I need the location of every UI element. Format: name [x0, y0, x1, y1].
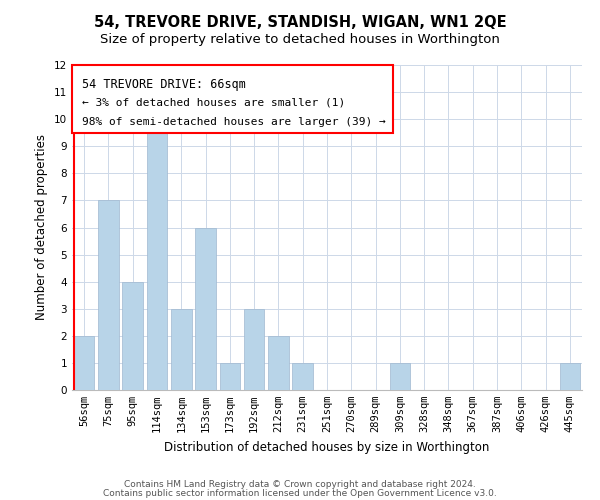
Y-axis label: Number of detached properties: Number of detached properties	[35, 134, 49, 320]
Text: Size of property relative to detached houses in Worthington: Size of property relative to detached ho…	[100, 32, 500, 46]
Bar	[171, 308, 191, 390]
FancyBboxPatch shape	[72, 65, 394, 133]
Bar	[146, 119, 167, 390]
Bar	[268, 336, 289, 390]
Bar	[122, 282, 143, 390]
X-axis label: Distribution of detached houses by size in Worthington: Distribution of detached houses by size …	[164, 440, 490, 454]
Text: Contains public sector information licensed under the Open Government Licence v3: Contains public sector information licen…	[103, 489, 497, 498]
Bar	[74, 336, 94, 390]
Text: Contains HM Land Registry data © Crown copyright and database right 2024.: Contains HM Land Registry data © Crown c…	[124, 480, 476, 489]
Text: 98% of semi-detached houses are larger (39) →: 98% of semi-detached houses are larger (…	[82, 117, 386, 127]
Bar	[560, 363, 580, 390]
Text: 54, TREVORE DRIVE, STANDISH, WIGAN, WN1 2QE: 54, TREVORE DRIVE, STANDISH, WIGAN, WN1 …	[94, 15, 506, 30]
Bar	[389, 363, 410, 390]
Bar	[244, 308, 265, 390]
Bar	[220, 363, 240, 390]
Bar	[98, 200, 119, 390]
Bar	[195, 228, 216, 390]
Bar	[292, 363, 313, 390]
Text: 54 TREVORE DRIVE: 66sqm: 54 TREVORE DRIVE: 66sqm	[82, 78, 246, 91]
Text: ← 3% of detached houses are smaller (1): ← 3% of detached houses are smaller (1)	[82, 98, 346, 108]
